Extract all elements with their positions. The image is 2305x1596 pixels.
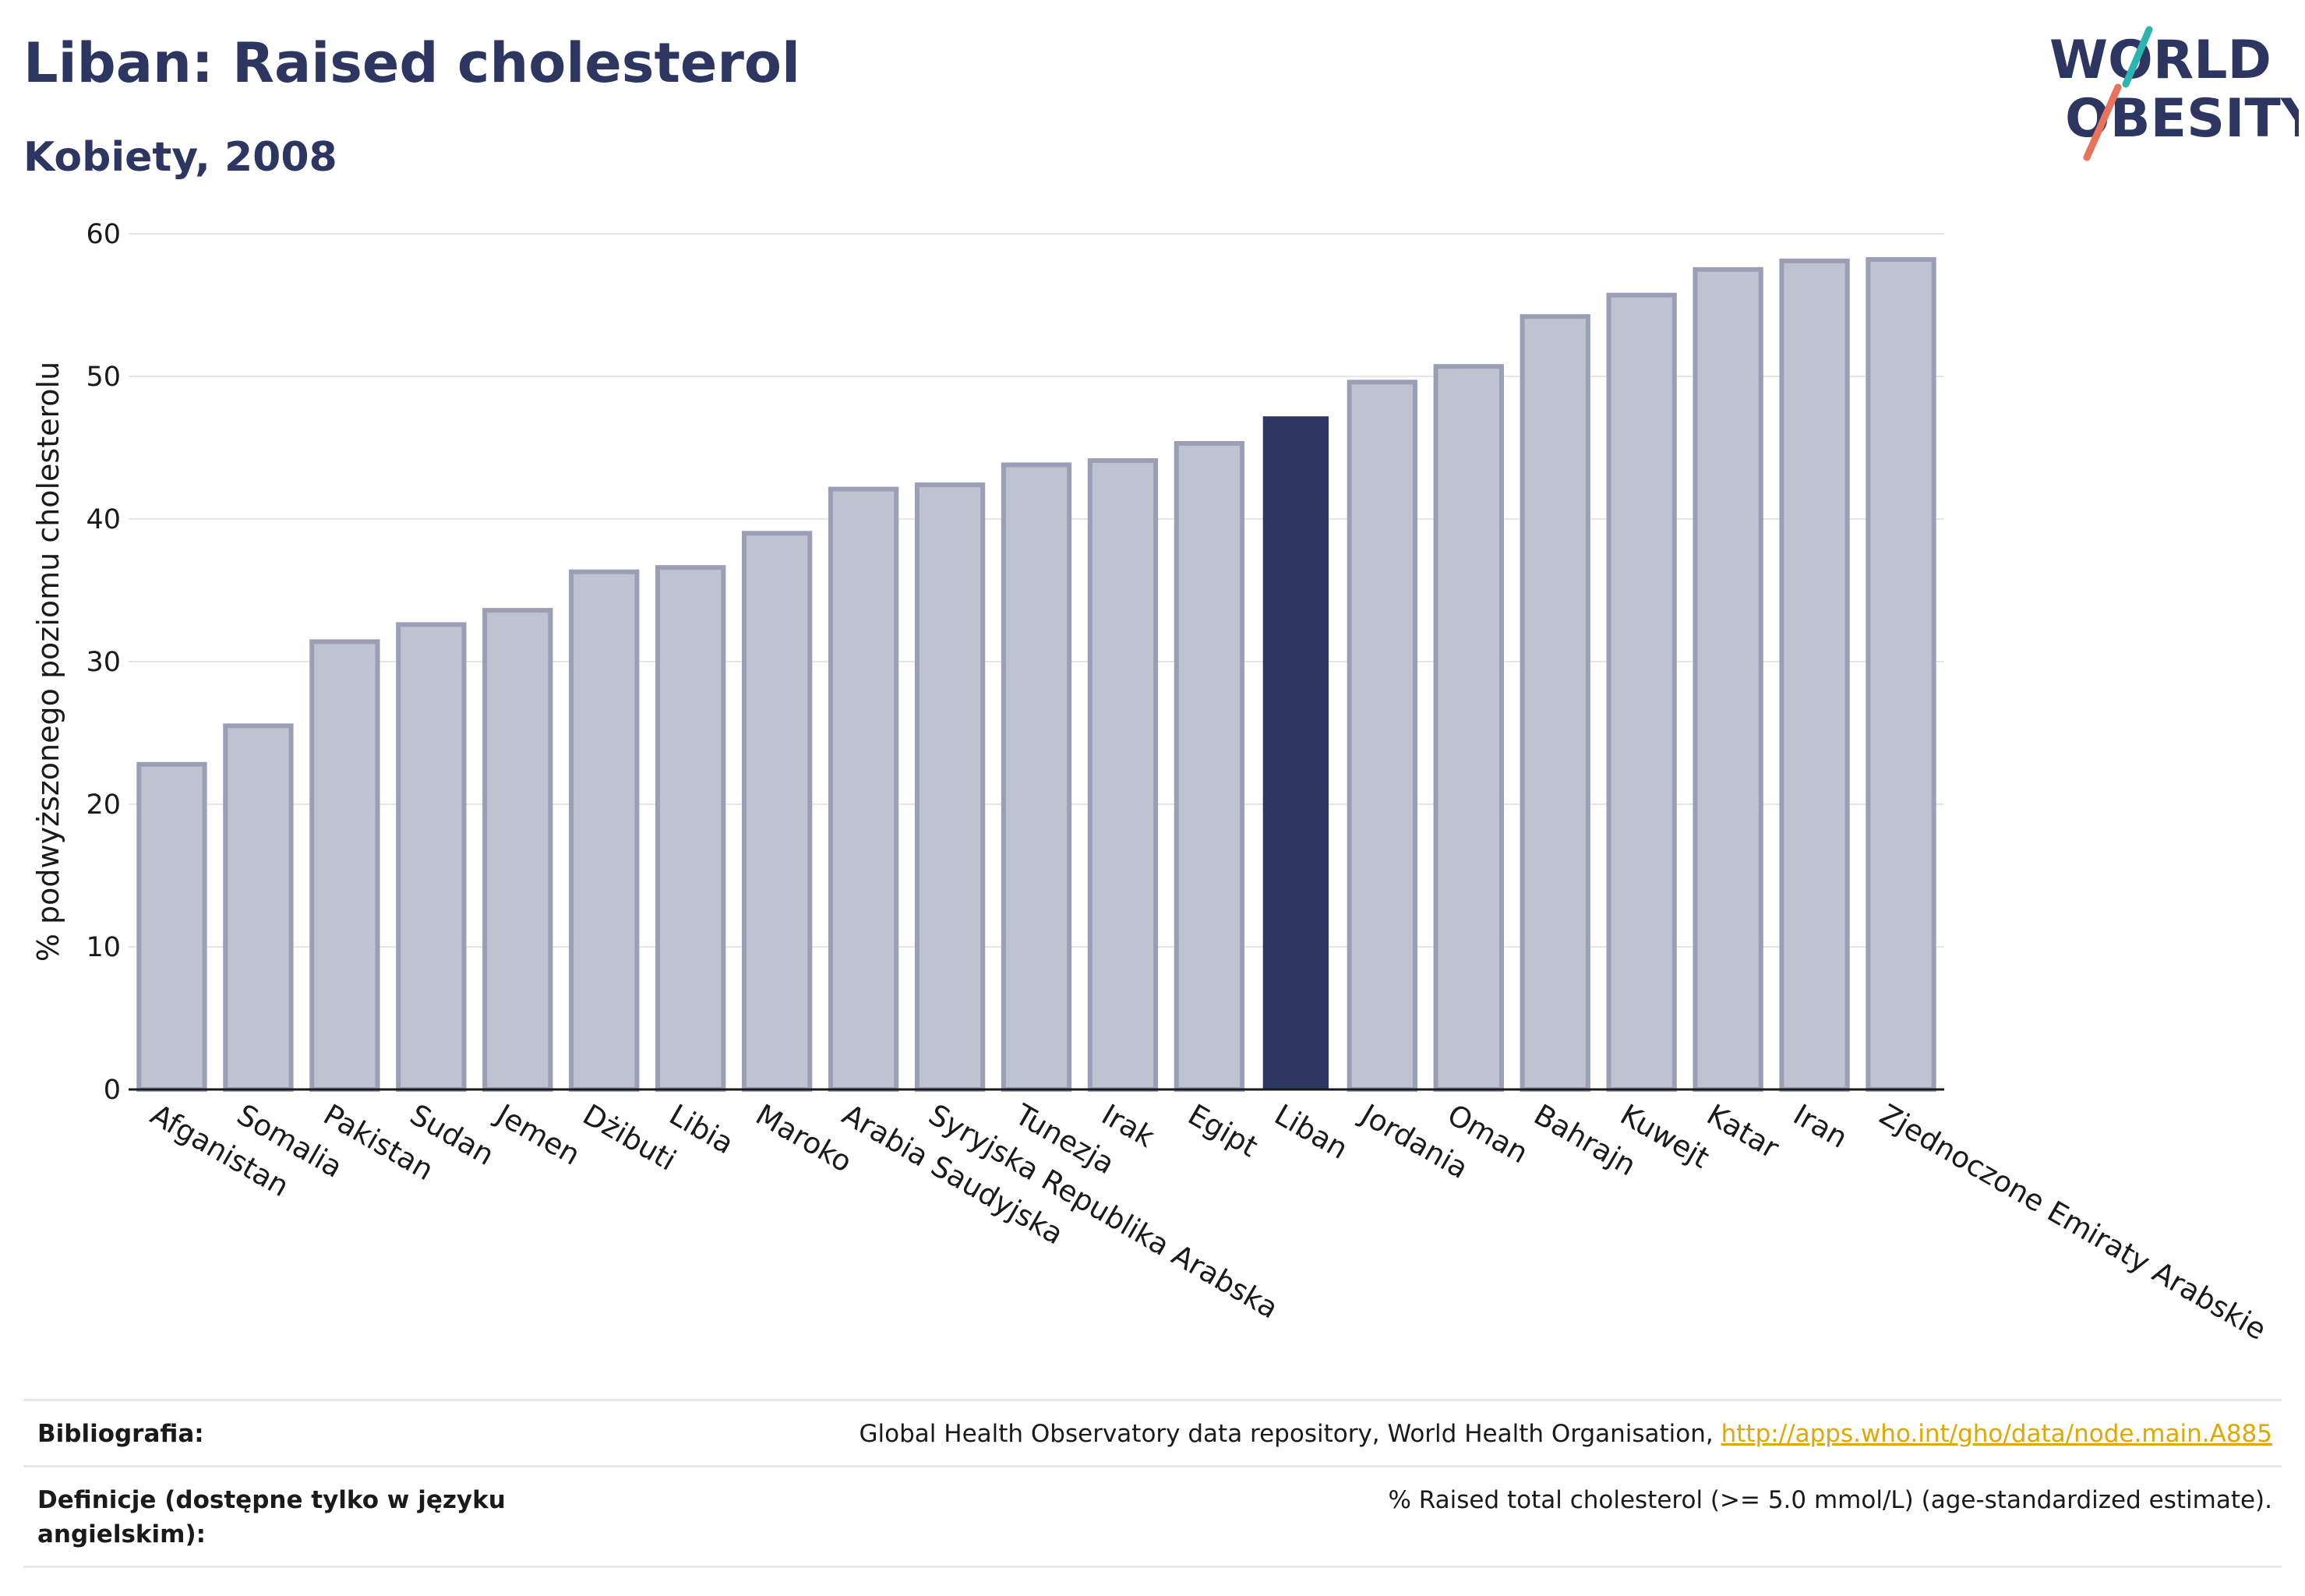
bar	[1866, 256, 1936, 1093]
y-tick-label: 10	[86, 932, 121, 963]
x-tick-label: Zjednoczone Emiraty Arabskie	[1874, 1098, 2271, 1347]
y-tick-label: 30	[86, 647, 121, 678]
bibliography-label: Bibliografia:	[37, 1420, 204, 1448]
bibliography-row: Bibliografia: Global Health Observatory …	[23, 1399, 2282, 1465]
logo-slash-teal	[2122, 26, 2153, 88]
definitions-value: % Raised total cholesterol (>= 5.0 mmol/…	[1388, 1486, 2272, 1514]
x-tick-label: Iran	[1788, 1098, 1853, 1155]
bibliography-link[interactable]: http://apps.who.int/gho/data/node.main.A…	[1721, 1420, 2272, 1448]
bar	[223, 723, 294, 1092]
bibliography-value: Global Health Observatory data repositor…	[860, 1417, 2282, 1451]
bar	[655, 565, 726, 1092]
bar	[1606, 292, 1677, 1092]
bar	[482, 608, 553, 1092]
bar	[1693, 267, 1763, 1092]
x-tick-label: Egipt	[1182, 1098, 1263, 1164]
bar	[396, 622, 467, 1092]
x-tick-label: Dżibuti	[577, 1098, 682, 1178]
definitions-row: Definicje (dostępne tylko w języku angie…	[23, 1465, 2282, 1568]
bar	[828, 486, 899, 1092]
y-tick-label: 40	[86, 504, 121, 535]
bibliography-text: Global Health Observatory data repositor…	[859, 1420, 1721, 1448]
bar	[914, 482, 986, 1092]
y-tick-label: 20	[86, 789, 121, 821]
footer: Bibliografia: Global Health Observatory …	[23, 1399, 2282, 1568]
bar	[1520, 314, 1590, 1092]
bar-chart: 0 10 20 30 40 50 60 % podwyższonego poziomu cho…	[31, 219, 2271, 1347]
logo-slash-coral	[2083, 83, 2122, 161]
y-axis-label: % podwyższonego poziomu cholesterolu	[31, 362, 65, 962]
page-title: Liban: Raised cholesterol	[23, 31, 800, 95]
x-tick-label: Jemen	[489, 1097, 586, 1172]
x-tick-label: Liban	[1269, 1098, 1354, 1166]
bar	[136, 761, 207, 1092]
y-tick-label: 60	[86, 219, 121, 250]
bar	[1001, 462, 1072, 1092]
world-obesity-logo: WORLD OBESITY	[2049, 26, 2299, 161]
bar	[309, 639, 380, 1092]
bar	[741, 531, 813, 1092]
bar	[1174, 441, 1245, 1092]
bars	[136, 256, 1936, 1093]
page-subtitle: Kobiety, 2008	[23, 134, 337, 181]
x-tick-label: Maroko	[750, 1098, 858, 1179]
bar	[1087, 457, 1159, 1092]
bar	[1433, 364, 1504, 1092]
logo-line-1: WORLD	[2049, 30, 2271, 91]
x-tick-label: Katar	[1701, 1098, 1785, 1166]
bar	[1347, 380, 1417, 1092]
y-tick-label: 50	[86, 362, 121, 393]
bar	[569, 569, 640, 1092]
y-tick-label: 0	[104, 1075, 121, 1106]
bar-highlighted	[1262, 416, 1329, 1089]
definitions-label: Definicje (dostępne tylko w języku angie…	[37, 1486, 506, 1548]
axes: 0 10 20 30 40 50 60 % podwyższonego poziomu cho…	[31, 219, 1944, 1106]
bar	[1779, 258, 1850, 1092]
category-labels: AfganistanSomaliaPakistanSudanJemenDżibu…	[145, 1097, 2271, 1347]
